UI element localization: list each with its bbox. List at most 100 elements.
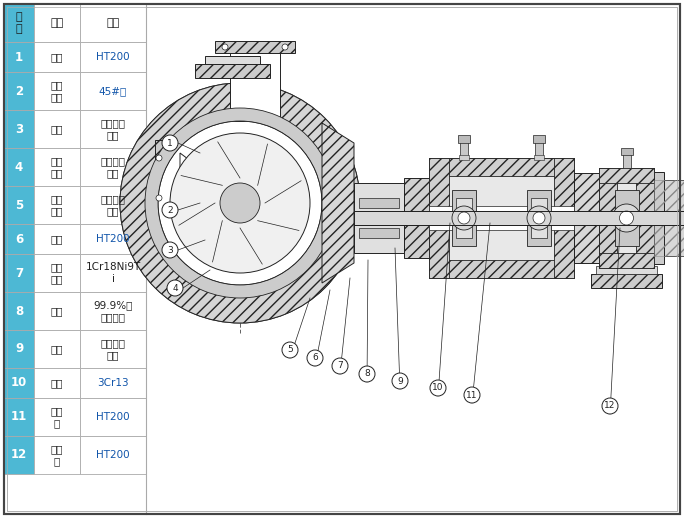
- Circle shape: [464, 387, 480, 403]
- Bar: [4, 368, 34, 398]
- Bar: [34, 110, 80, 148]
- Bar: [429, 206, 574, 230]
- Bar: [622, 150, 631, 168]
- Polygon shape: [155, 140, 163, 216]
- Text: 聚全氟乙
丙烯: 聚全氟乙 丙烯: [101, 194, 125, 216]
- Circle shape: [527, 206, 551, 230]
- Circle shape: [458, 212, 470, 224]
- Bar: [354, 183, 404, 253]
- Text: 99.9%氧
化铝陶瓷: 99.9%氧 化铝陶瓷: [93, 300, 133, 322]
- Text: 2: 2: [167, 206, 173, 214]
- Bar: [34, 186, 80, 224]
- Polygon shape: [254, 276, 296, 321]
- Bar: [80, 368, 146, 398]
- Circle shape: [222, 44, 228, 50]
- Text: 10: 10: [11, 377, 27, 390]
- Text: 泵盖
衬里: 泵盖 衬里: [51, 194, 63, 216]
- Bar: [554, 158, 574, 278]
- Circle shape: [158, 121, 322, 285]
- Circle shape: [156, 195, 162, 201]
- Polygon shape: [318, 166, 360, 203]
- Circle shape: [170, 133, 310, 273]
- Bar: [4, 398, 34, 436]
- Circle shape: [162, 202, 178, 218]
- Text: 1: 1: [15, 50, 23, 64]
- Bar: [359, 213, 399, 223]
- Bar: [205, 56, 260, 64]
- Bar: [4, 148, 34, 186]
- Text: 泵盖: 泵盖: [51, 234, 63, 244]
- Text: HT200: HT200: [96, 450, 130, 460]
- Bar: [80, 398, 146, 436]
- Bar: [535, 138, 543, 158]
- Bar: [34, 224, 80, 254]
- Bar: [80, 186, 146, 224]
- Polygon shape: [219, 284, 256, 323]
- Text: HT200: HT200: [96, 234, 130, 244]
- Circle shape: [167, 280, 183, 296]
- Bar: [80, 72, 146, 110]
- Bar: [80, 330, 146, 368]
- Circle shape: [612, 204, 640, 232]
- Bar: [456, 198, 472, 238]
- Text: 静环: 静环: [51, 306, 63, 316]
- Bar: [354, 211, 684, 225]
- Bar: [80, 436, 146, 474]
- Bar: [34, 4, 80, 42]
- Bar: [4, 292, 34, 330]
- Text: 联轴
器: 联轴 器: [51, 444, 63, 466]
- Polygon shape: [223, 83, 261, 122]
- Bar: [533, 135, 545, 143]
- Text: 动环: 动环: [51, 344, 63, 354]
- Circle shape: [156, 155, 162, 161]
- Polygon shape: [148, 256, 196, 305]
- Bar: [4, 186, 34, 224]
- Bar: [80, 254, 146, 292]
- Text: HT200: HT200: [96, 52, 130, 62]
- Bar: [599, 168, 654, 268]
- Bar: [404, 178, 429, 258]
- Bar: [654, 180, 684, 256]
- Text: 材质: 材质: [107, 18, 120, 28]
- Polygon shape: [317, 206, 360, 244]
- Bar: [80, 224, 146, 254]
- Bar: [80, 110, 146, 148]
- Bar: [4, 110, 34, 148]
- Text: HT200: HT200: [96, 412, 130, 422]
- Text: 1: 1: [167, 138, 173, 148]
- Text: 填充四氟
乙烯: 填充四氟 乙烯: [101, 338, 125, 360]
- Text: 5: 5: [287, 346, 293, 354]
- Bar: [458, 135, 470, 143]
- Bar: [4, 330, 34, 368]
- Bar: [534, 155, 544, 160]
- Bar: [34, 292, 80, 330]
- Polygon shape: [120, 162, 163, 200]
- Polygon shape: [120, 203, 162, 240]
- Text: 3: 3: [15, 122, 23, 136]
- Text: 11: 11: [11, 410, 27, 424]
- Bar: [4, 72, 34, 110]
- Bar: [4, 254, 34, 292]
- Text: 7: 7: [15, 266, 23, 280]
- Bar: [4, 4, 34, 42]
- Bar: [591, 274, 662, 288]
- Text: 5: 5: [15, 198, 23, 211]
- Circle shape: [602, 398, 618, 414]
- Circle shape: [158, 121, 322, 285]
- Text: 泵体
衬里: 泵体 衬里: [51, 156, 63, 178]
- Polygon shape: [129, 126, 177, 172]
- Text: 叶轮
骨架: 叶轮 骨架: [51, 80, 63, 102]
- Bar: [574, 173, 599, 263]
- Bar: [34, 72, 80, 110]
- Bar: [429, 158, 574, 278]
- Bar: [4, 224, 34, 254]
- Text: 轴承
体: 轴承 体: [51, 406, 63, 428]
- Bar: [4, 436, 34, 474]
- Bar: [4, 42, 34, 72]
- Text: 3: 3: [167, 246, 173, 254]
- Text: 45#钢: 45#钢: [99, 86, 127, 96]
- Bar: [230, 53, 280, 121]
- Text: 聚全氟乙
丙烯: 聚全氟乙 丙烯: [101, 118, 125, 140]
- Circle shape: [620, 211, 633, 225]
- Text: 序
号: 序 号: [16, 12, 23, 34]
